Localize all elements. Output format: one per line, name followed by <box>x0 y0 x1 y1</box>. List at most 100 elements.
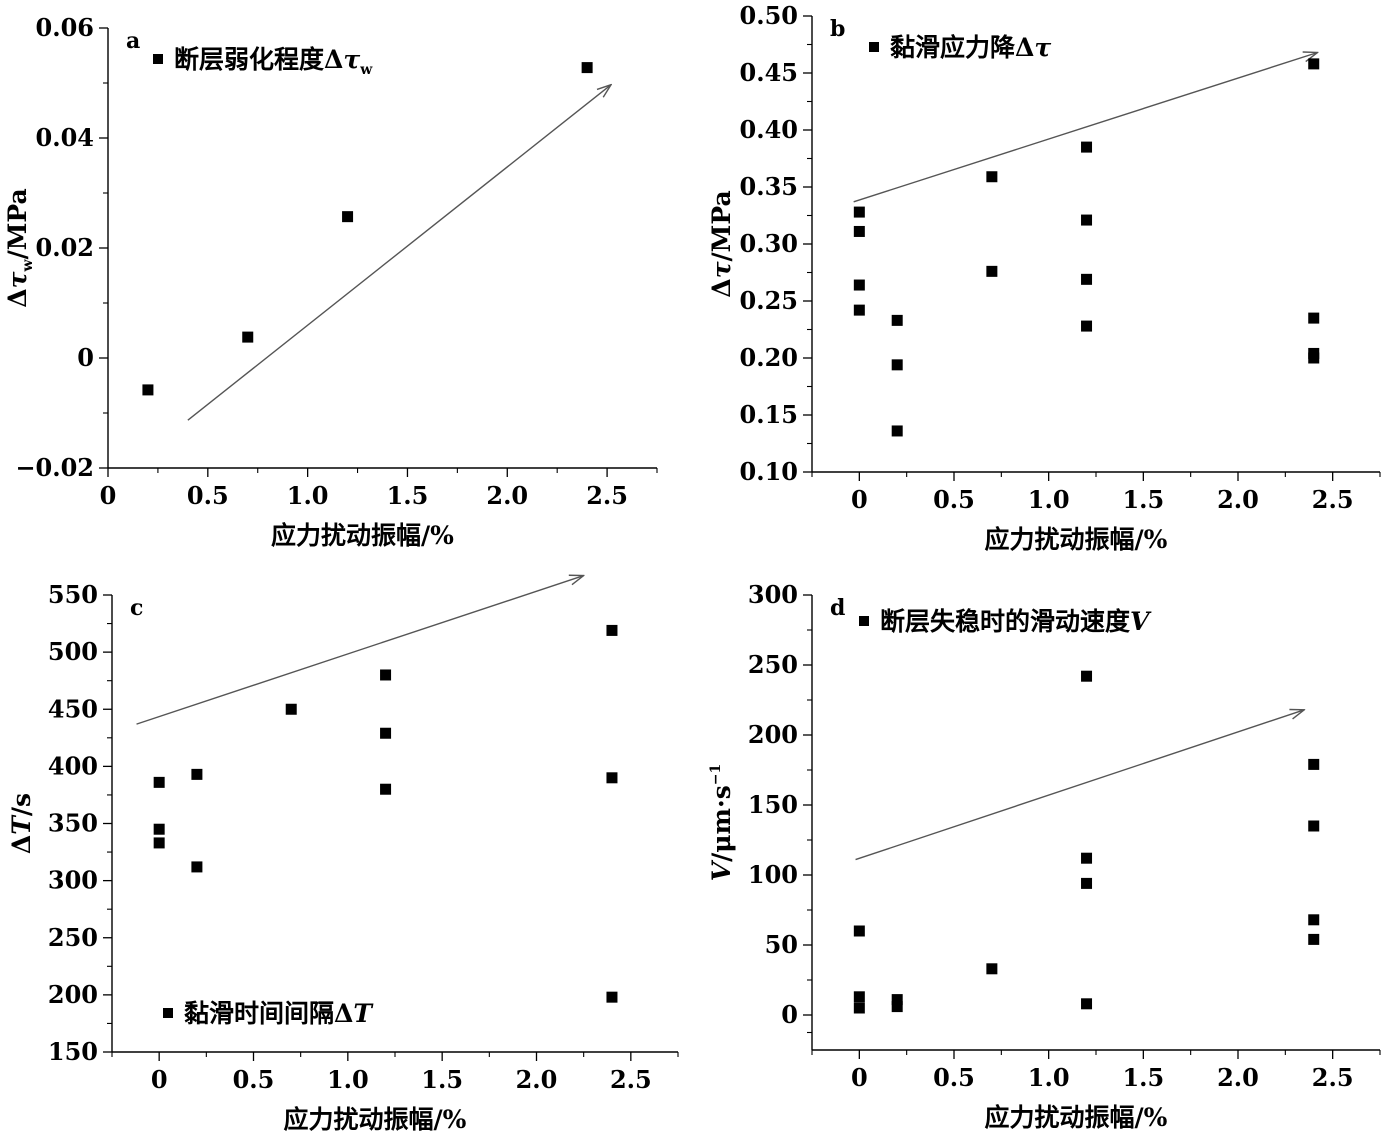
x-tick-label: 0.5 <box>187 481 229 510</box>
panel-letter: c <box>130 595 143 621</box>
x-axis-title: 应力扰动振幅/% <box>985 1103 1168 1132</box>
y-tick-label: 0.04 <box>36 123 94 152</box>
data-point-marker <box>891 994 903 1006</box>
trend-arrow <box>853 52 1318 203</box>
x-tick-label: 0 <box>151 1065 168 1094</box>
trend-arrow <box>855 710 1305 861</box>
data-point-marker <box>1308 352 1320 364</box>
y-tick-label: 200 <box>48 980 98 1009</box>
y-tick-label: 0.20 <box>740 343 798 372</box>
y-tick-label: 0 <box>781 1000 798 1029</box>
y-tick-label: 0.10 <box>740 457 798 486</box>
data-point-marker <box>581 62 593 74</box>
data-point-marker <box>1308 312 1320 324</box>
y-tick-label: 150 <box>748 790 798 819</box>
data-point-marker <box>380 727 392 739</box>
data-point-marker <box>1308 914 1320 926</box>
data-point-marker <box>891 359 903 371</box>
y-tick-label: 200 <box>748 720 798 749</box>
x-tick-label: 2.0 <box>1217 1063 1259 1092</box>
y-tick-label: 300 <box>48 866 98 895</box>
panel-letter: b <box>830 16 845 42</box>
data-point-marker <box>1081 852 1093 864</box>
y-tick-label: 300 <box>748 580 798 609</box>
data-point-marker <box>1081 670 1093 682</box>
x-tick-label: 0 <box>851 1063 868 1092</box>
y-tick-label: 350 <box>48 809 98 838</box>
y-tick-label: 0.50 <box>740 1 798 30</box>
x-axis-title: 应力扰动振幅/% <box>284 1105 467 1134</box>
data-point-marker <box>853 206 865 218</box>
data-point-marker <box>986 265 998 277</box>
legend-label: 断层失稳时的滑动速度V <box>880 607 1152 636</box>
data-point-marker <box>380 669 392 681</box>
data-point-marker <box>1081 320 1093 332</box>
data-point-marker <box>853 1002 865 1014</box>
data-point-marker <box>1308 758 1320 770</box>
y-tick-label: 50 <box>765 930 798 959</box>
y-tick-label: 400 <box>48 751 98 780</box>
y-tick-label: 0.02 <box>36 233 94 262</box>
data-point-marker <box>986 171 998 183</box>
y-tick-label: 250 <box>748 650 798 679</box>
x-tick-label: 1.5 <box>387 481 429 510</box>
data-point-marker <box>142 384 154 396</box>
data-point-marker <box>153 837 165 849</box>
y-tick-label: 500 <box>48 637 98 666</box>
panel-a-chart: 0 0.5 1.0 1.5 2.0 2.5−0.0200.020.040.06应力扰动振幅… <box>3 13 658 550</box>
x-tick-label: 0.5 <box>233 1065 275 1094</box>
panel-letter: a <box>126 28 140 54</box>
y-tick-label: 450 <box>48 694 98 723</box>
data-point-marker <box>853 225 865 237</box>
data-point-marker <box>606 991 618 1003</box>
trend-arrow <box>187 85 611 421</box>
y-tick-label: 150 <box>48 1037 98 1066</box>
data-point-marker <box>1081 141 1093 153</box>
x-tick-label: 0.5 <box>933 485 975 514</box>
y-tick-label: 0.15 <box>740 400 798 429</box>
x-tick-label: 1.5 <box>1122 1063 1164 1092</box>
y-tick-label: 0.35 <box>740 172 798 201</box>
x-tick-label: 2.5 <box>1312 1063 1354 1092</box>
data-point-marker <box>1308 58 1320 70</box>
legend-marker <box>163 1008 173 1018</box>
data-point-marker <box>380 783 392 795</box>
panel-c-chart: 0 0.5 1.0 1.5 2.0 2.5 150 200 250 300 350 400 450 500… <box>7 576 679 1134</box>
x-tick-label: 2.5 <box>610 1065 652 1094</box>
data-point-marker <box>853 279 865 291</box>
legend-marker <box>153 54 163 64</box>
data-point-marker <box>191 861 203 873</box>
y-tick-label: 0.25 <box>740 286 798 315</box>
data-point-marker <box>1081 877 1093 889</box>
y-axis-title: Δτ/MPa <box>707 190 736 297</box>
legend-label: 黏滑时间间隔ΔT <box>184 999 374 1028</box>
data-point-marker <box>191 768 203 780</box>
x-tick-label: 1.0 <box>287 481 329 510</box>
x-tick-label: 1.0 <box>1028 1063 1070 1092</box>
y-tick-label: 0.30 <box>740 229 798 258</box>
x-tick-label: 2.0 <box>516 1065 558 1094</box>
data-point-marker <box>891 425 903 437</box>
y-tick-label: 0.45 <box>740 58 798 87</box>
y-tick-label: 0.40 <box>740 115 798 144</box>
legend-label: 黏滑应力降Δτ <box>890 33 1051 62</box>
legend-label: 断层弱化程度Δτw <box>174 45 373 78</box>
x-tick-label: 2.5 <box>586 481 628 510</box>
data-point-marker <box>853 991 865 1003</box>
data-point-marker <box>986 963 998 975</box>
data-point-marker <box>891 1001 903 1013</box>
data-point-marker <box>285 703 297 715</box>
x-tick-label: 0 <box>851 485 868 514</box>
legend-marker <box>869 42 879 52</box>
data-point-marker <box>1081 214 1093 226</box>
x-tick-label: 1.5 <box>421 1065 463 1094</box>
x-tick-label: 1.0 <box>1028 485 1070 514</box>
data-point-marker <box>853 304 865 316</box>
y-tick-label: 100 <box>748 860 798 889</box>
y-tick-label: 250 <box>48 923 98 952</box>
trend-arrow <box>136 576 584 725</box>
y-tick-label: 550 <box>48 580 98 609</box>
y-axis-title: V/μm·s−1 <box>707 764 736 882</box>
x-axis-title: 应力扰动振幅/% <box>985 525 1168 554</box>
